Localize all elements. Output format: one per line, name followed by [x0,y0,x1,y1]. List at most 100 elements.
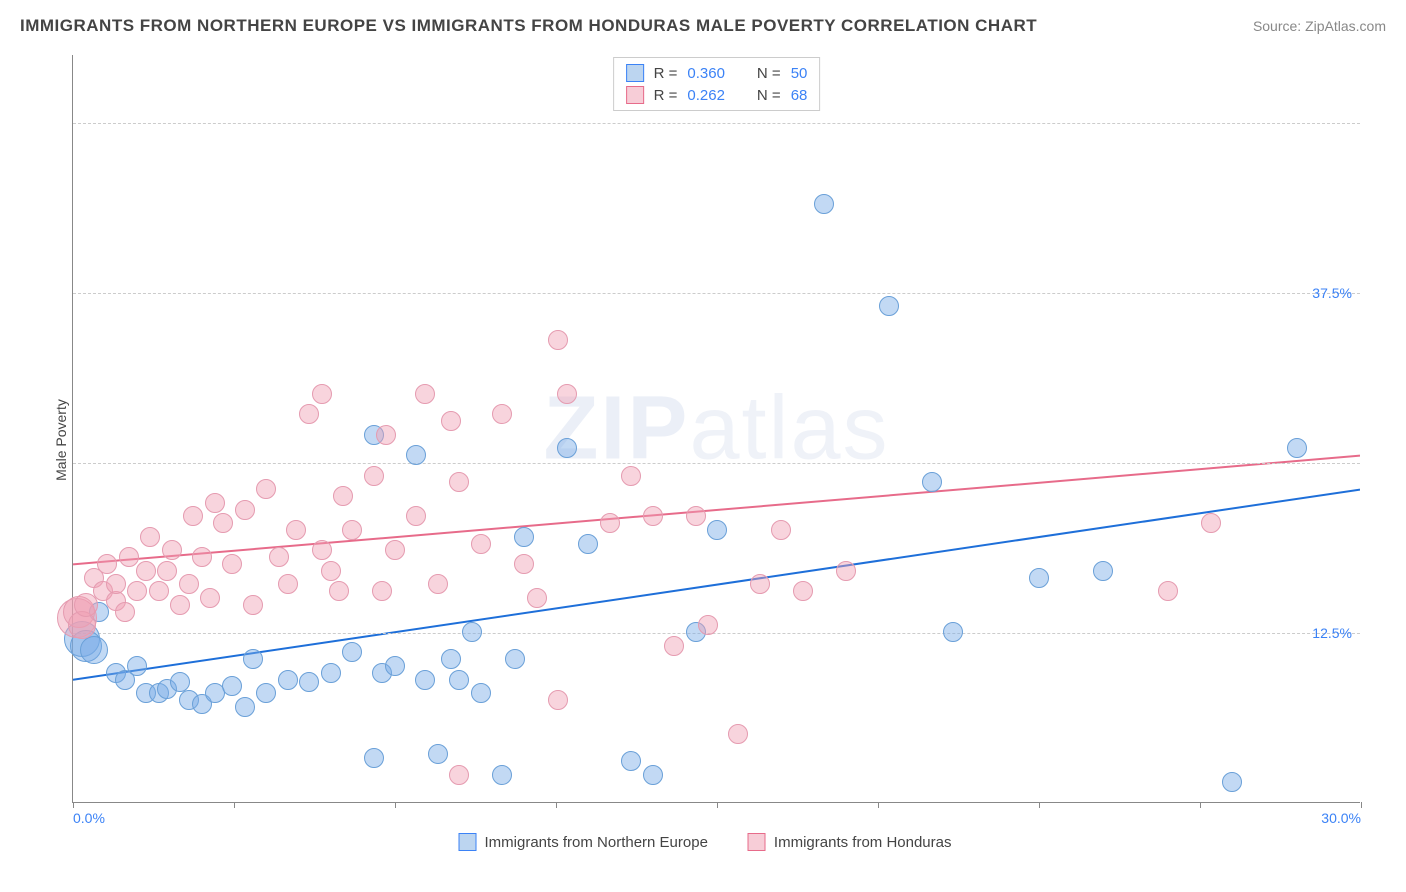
data-point-honduras [449,472,469,492]
gridline [73,463,1360,464]
data-point-honduras [364,466,384,486]
data-point-honduras [329,581,349,601]
data-point-northern_europe [1287,438,1307,458]
data-point-honduras [771,520,791,540]
data-point-honduras [256,479,276,499]
data-point-honduras [385,540,405,560]
data-point-northern_europe [462,622,482,642]
data-point-honduras [698,615,718,635]
gridline [73,123,1360,124]
legend-label: Immigrants from Northern Europe [485,834,708,851]
data-point-honduras [115,602,135,622]
data-point-honduras [235,500,255,520]
n-label: N = [757,65,781,82]
x-tick-label: 0.0% [73,810,105,826]
r-label: R = [654,87,678,104]
data-point-honduras [170,595,190,615]
data-point-northern_europe [879,296,899,316]
n-value: 50 [791,65,808,82]
data-point-honduras [548,690,568,710]
r-value: 0.262 [687,87,725,104]
watermark: ZIPatlas [543,377,889,480]
plot-region: ZIPatlas R =0.360N =50R =0.262N =68 12.5… [72,55,1360,803]
data-point-honduras [286,520,306,540]
data-point-honduras [686,506,706,526]
title-row: IMMIGRANTS FROM NORTHERN EUROPE VS IMMIG… [20,16,1386,36]
data-point-northern_europe [707,520,727,540]
data-point-northern_europe [406,445,426,465]
data-point-honduras [1158,581,1178,601]
data-point-northern_europe [505,649,525,669]
correlation-legend: R =0.360N =50R =0.262N =68 [613,57,821,111]
data-point-honduras [222,554,242,574]
x-tick [395,802,396,808]
data-point-northern_europe [814,194,834,214]
data-point-northern_europe [80,636,108,664]
data-point-honduras [312,540,332,560]
r-value: 0.360 [687,65,725,82]
x-tick [234,802,235,808]
data-point-northern_europe [1029,568,1049,588]
source-attribution: Source: ZipAtlas.com [1253,18,1386,34]
legend-swatch [626,64,644,82]
data-point-honduras [333,486,353,506]
data-point-honduras [836,561,856,581]
data-point-honduras [406,506,426,526]
data-point-honduras [664,636,684,656]
data-point-northern_europe [243,649,263,669]
x-tick [556,802,557,808]
data-point-honduras [269,547,289,567]
data-point-honduras [527,588,547,608]
data-point-northern_europe [514,527,534,547]
data-point-honduras [492,404,512,424]
data-point-honduras [793,581,813,601]
data-point-honduras [342,520,362,540]
x-tick [1200,802,1201,808]
data-point-honduras [192,547,212,567]
chart-title: IMMIGRANTS FROM NORTHERN EUROPE VS IMMIG… [20,16,1037,36]
data-point-honduras [557,384,577,404]
y-axis-label: Male Poverty [53,399,69,481]
y-tick-label: 37.5% [1312,285,1352,301]
chart-container: IMMIGRANTS FROM NORTHERN EUROPE VS IMMIG… [0,0,1406,892]
data-point-northern_europe [471,683,491,703]
x-tick [73,802,74,808]
trend-line-honduras [73,456,1360,565]
data-point-honduras [299,404,319,424]
series-legend: Immigrants from Northern Europe Immigrant… [459,833,952,851]
data-point-northern_europe [943,622,963,642]
data-point-honduras [428,574,448,594]
data-point-northern_europe [441,649,461,669]
chart-area: Male Poverty ZIPatlas R = 0.360 N = 50 R = 0.… [50,55,1360,825]
data-point-honduras [750,574,770,594]
data-point-honduras [136,561,156,581]
legend-stat-row: R =0.262N =68 [626,84,808,106]
data-point-honduras [140,527,160,547]
data-point-honduras [471,534,491,554]
data-point-honduras [97,554,117,574]
data-point-honduras [643,506,663,526]
data-point-honduras [415,384,435,404]
data-point-honduras [372,581,392,601]
legend-item: Immigrants from Northern Europe [459,833,708,851]
data-point-honduras [1201,513,1221,533]
gridline [73,293,1360,294]
n-label: N = [757,87,781,104]
data-point-northern_europe [256,683,276,703]
data-point-honduras [441,411,461,431]
data-point-northern_europe [922,472,942,492]
x-tick [717,802,718,808]
r-label: R = [654,65,678,82]
x-tick [1361,802,1362,808]
data-point-honduras [548,330,568,350]
legend-label: Immigrants from Honduras [774,834,952,851]
data-point-northern_europe [235,697,255,717]
data-point-honduras [179,574,199,594]
data-point-honduras [149,581,169,601]
data-point-northern_europe [1222,772,1242,792]
data-point-honduras [376,425,396,445]
data-point-northern_europe [557,438,577,458]
data-point-honduras [514,554,534,574]
data-point-honduras [106,574,126,594]
data-point-honduras [243,595,263,615]
